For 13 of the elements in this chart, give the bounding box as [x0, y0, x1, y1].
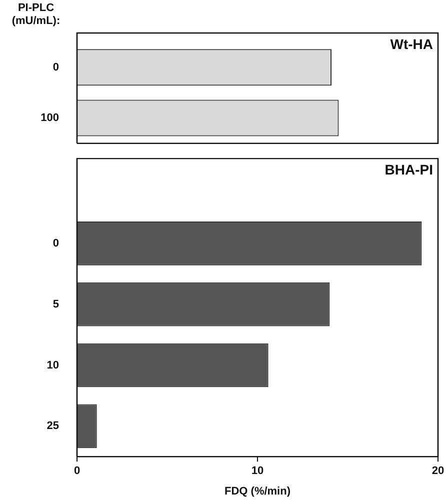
x-axis-title: FDQ (%/min): [224, 485, 291, 498]
y-tick-label: 25: [46, 420, 59, 432]
chart-title: Wt-HA: [390, 36, 433, 52]
y-tick-label: 10: [46, 359, 59, 372]
y-axis-title: PI-PLC (mU/mL):: [10, 2, 62, 28]
y-tick-label: 0: [52, 237, 59, 250]
y-tick-label: 0: [52, 61, 59, 74]
x-tick-label: 10: [251, 465, 264, 478]
x-tick-label: 0: [74, 465, 80, 478]
chart-title: BHA-PI: [384, 161, 433, 178]
y-tick-label: 100: [40, 112, 59, 124]
y-tick-label: 5: [52, 298, 59, 310]
x-tick-label: 20: [432, 465, 444, 478]
